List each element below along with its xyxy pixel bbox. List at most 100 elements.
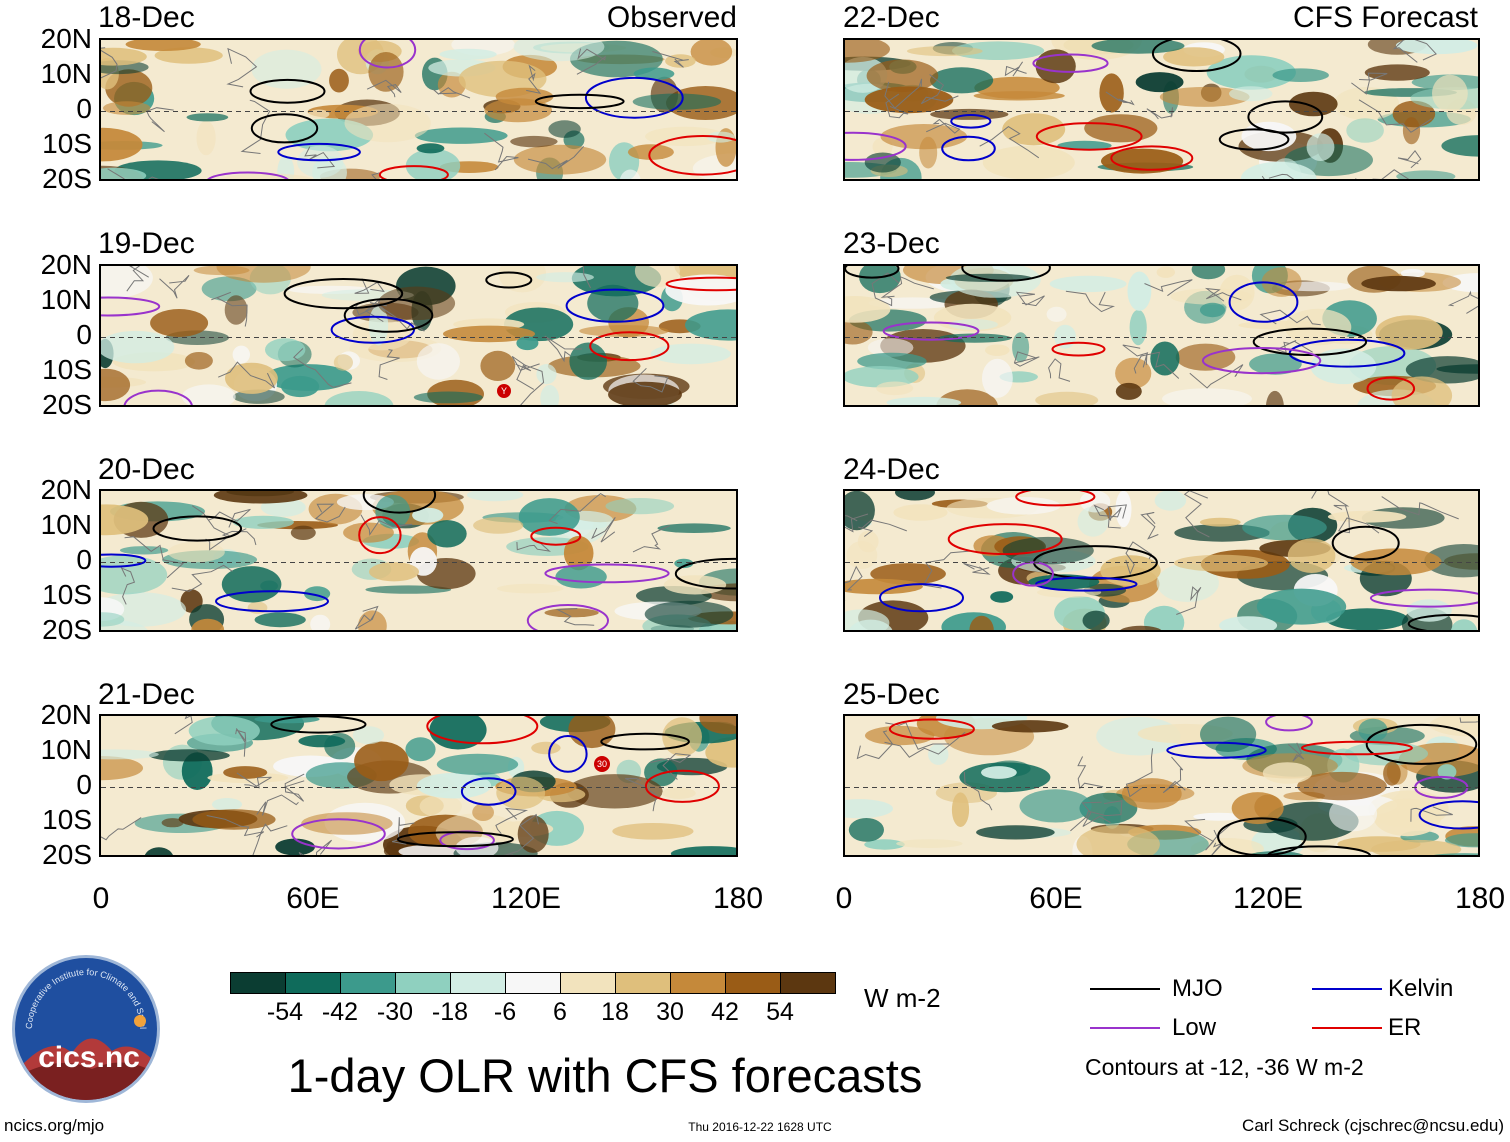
olr-field <box>845 491 1478 630</box>
wave-contour <box>674 557 736 590</box>
olr-anomaly-blob <box>1262 762 1312 784</box>
footer-author: Carl Schreck (cjschrec@ncsu.edu) <box>1242 1116 1504 1135</box>
colorbar-swatch <box>340 972 396 994</box>
lat-label: 20S <box>42 614 92 645</box>
olr-anomaly-blob <box>181 752 213 790</box>
olr-anomaly-blob <box>1115 491 1132 528</box>
olr-anomaly-blob <box>510 135 558 148</box>
colorbar-label: -6 <box>493 998 517 1026</box>
panel-date: 23-Dec <box>843 227 940 260</box>
olr-anomaly-blob <box>1019 789 1092 823</box>
olr-anomaly-blob <box>1231 792 1284 825</box>
olr-anomaly-blob <box>1206 55 1296 90</box>
olr-anomaly-blob <box>952 41 1045 60</box>
olr-anomaly-blob <box>845 799 893 819</box>
olr-anomaly-blob <box>466 491 524 502</box>
lat-label: 10S <box>42 354 92 385</box>
olr-anomaly-blob <box>566 774 663 809</box>
olr-anomaly-blob <box>365 585 452 594</box>
olr-anomaly-blob <box>211 798 243 811</box>
wave-contour <box>206 171 289 179</box>
wave-contour <box>665 276 736 292</box>
coastline <box>495 807 529 835</box>
coastline <box>354 605 379 630</box>
coastline <box>124 536 185 579</box>
olr-field <box>845 716 1478 855</box>
olr-anomaly-blob <box>329 68 349 93</box>
wave-contour <box>1407 614 1478 630</box>
olr-anomaly-blob <box>144 847 173 855</box>
coastline <box>366 79 402 98</box>
coastline <box>256 794 299 816</box>
olr-anomaly-blob <box>196 120 216 156</box>
olr-anomaly-blob <box>186 113 229 122</box>
wave-contour <box>362 491 437 514</box>
olr-anomaly-blob <box>1163 47 1225 67</box>
wave-contour <box>1035 122 1143 151</box>
olr-anomaly-blob <box>344 103 431 143</box>
footer-timestamp: Thu 2016-12-22 1628 UTC <box>688 1120 832 1134</box>
colorbar-label: 6 <box>553 998 567 1026</box>
olr-anomaly-blob <box>1115 357 1152 389</box>
olr-anomaly-blob <box>587 284 639 322</box>
olr-anomaly-blob <box>1099 73 1124 113</box>
coastline <box>360 514 413 536</box>
wave-contour <box>291 818 386 850</box>
olr-anomaly-blob <box>1115 382 1142 400</box>
coastline <box>527 145 585 170</box>
olr-anomaly-blob <box>1162 388 1252 405</box>
coastline <box>1287 742 1305 762</box>
olr-anomaly-blob <box>619 169 641 179</box>
olr-anomaly-blob <box>876 381 914 396</box>
olr-anomaly-blob <box>531 741 561 755</box>
olr-anomaly-blob <box>1120 625 1162 630</box>
olr-anomaly-blob <box>473 517 524 534</box>
olr-anomaly-blob <box>981 766 1017 779</box>
coastline <box>1081 801 1111 827</box>
olr-anomaly-blob <box>1199 517 1241 527</box>
olr-anomaly-blob <box>895 491 935 501</box>
coastline <box>963 771 993 811</box>
olr-anomaly-blob <box>1219 616 1278 630</box>
wave-contour <box>1365 723 1478 765</box>
wave-contour <box>249 78 326 104</box>
olr-anomaly-blob <box>1346 118 1384 143</box>
footer-url[interactable]: ncics.org/mjo <box>4 1116 105 1135</box>
coastline <box>298 839 332 855</box>
olr-anomaly-blob <box>990 591 1014 603</box>
olr-anomaly-blob <box>857 530 879 553</box>
coastline <box>1211 829 1224 855</box>
coastline <box>1410 806 1453 822</box>
olr-map <box>99 38 738 181</box>
coastline <box>1351 72 1388 95</box>
olr-anomaly-blob <box>896 839 963 848</box>
olr-anomaly-blob <box>1159 86 1250 107</box>
coastline <box>1447 290 1478 314</box>
olr-map: Y <box>99 264 738 407</box>
coastline <box>107 168 159 179</box>
wave-contour <box>1265 716 1313 732</box>
olr-anomaly-blob <box>429 716 487 750</box>
olr-anomaly-blob <box>845 296 891 323</box>
coastline <box>1397 149 1422 169</box>
olr-anomaly-blob <box>991 720 1069 733</box>
olr-field <box>845 40 1478 179</box>
olr-anomaly-blob <box>101 749 159 760</box>
olr-anomaly-blob <box>1219 274 1255 311</box>
colorbar-swatch <box>725 972 781 994</box>
olr-anomaly-blob <box>1429 716 1478 737</box>
coastline <box>293 348 352 388</box>
wave-contour <box>215 590 329 613</box>
colorbar-label: -18 <box>431 998 469 1026</box>
wave-contour <box>648 135 736 176</box>
wave-contour <box>152 515 243 542</box>
coastline <box>845 513 869 533</box>
coastline <box>120 567 136 605</box>
olr-anomaly-blob <box>517 815 549 853</box>
olr-anomaly-blob <box>608 381 682 405</box>
wave-contour <box>888 718 975 740</box>
olr-anomaly-blob <box>864 152 901 173</box>
olr-anomaly-blob <box>1049 275 1127 293</box>
olr-anomaly-blob <box>277 155 295 179</box>
olr-anomaly-blob <box>125 40 201 51</box>
